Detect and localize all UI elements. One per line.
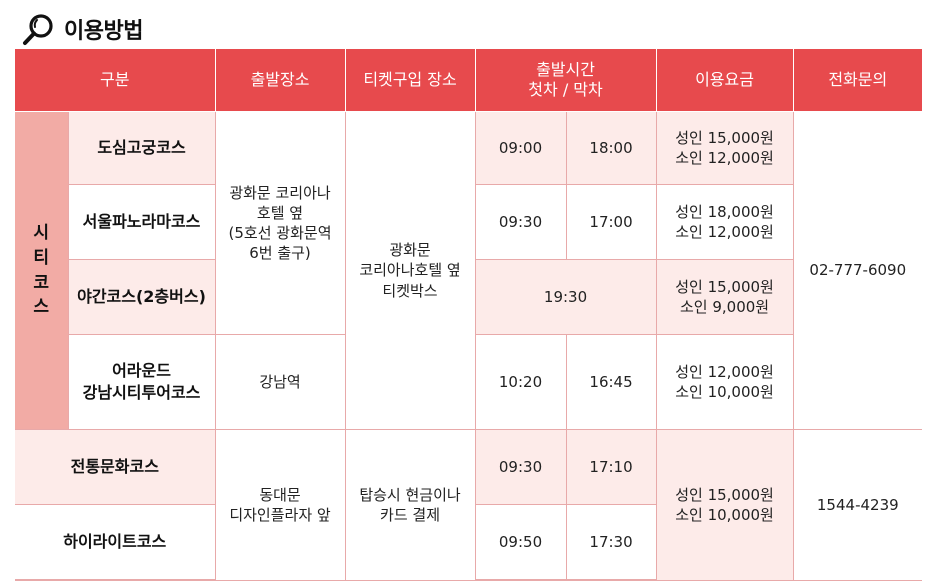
course-name: 서울파노라마코스	[67, 184, 216, 260]
header-departure-place: 출발장소	[214, 48, 346, 112]
phone-number: 1544-4239	[792, 429, 923, 581]
header-fare: 이용요금	[655, 48, 794, 112]
departure-place: 강남역	[214, 334, 346, 430]
header-phone: 전화문의	[792, 48, 923, 112]
phone-number: 02-777-6090	[792, 111, 923, 430]
course-name: 도심고궁코스	[67, 111, 216, 185]
first-departure: 09:30	[474, 429, 567, 505]
course-name: 어라운드 강남시티투어코스	[67, 334, 216, 430]
table-row: 어라운드 강남시티투어코스 강남역 10:20 16:45 성인 12,000원…	[15, 334, 922, 430]
departure-place: 광화문 코리아나 호텔 옆 (5호선 광화문역 6번 출구)	[214, 111, 346, 335]
usage-table: 구분 출발장소 티켓구입 장소 출발시간 첫차 / 막차 이용요금 전화문의 시…	[15, 48, 923, 581]
first-departure: 09:50	[474, 504, 567, 581]
ticket-place: 광화문 코리아나호텔 옆 티켓박스	[344, 111, 476, 430]
table-row: 하이라이트코스 09:50 17:30	[15, 504, 922, 581]
fare: 성인 12,000원 소인 10,000원	[655, 334, 794, 430]
table-row: 전통문화코스 동대문 디자인플라자 앞 탑승시 현금이나 카드 결제 09:30…	[15, 429, 923, 581]
last-departure: 17:10	[565, 429, 657, 505]
city-course-group-label: 시 티 코 스	[15, 111, 69, 430]
header-category: 구분	[15, 48, 216, 112]
last-departure: 16:45	[565, 334, 657, 430]
first-departure: 09:00	[474, 111, 567, 185]
header-row: 구분 출발장소 티켓구입 장소 출발시간 첫차 / 막차 이용요금 전화문의	[15, 48, 923, 112]
course-name: 하이라이트코스	[15, 504, 216, 581]
last-departure: 18:00	[565, 111, 657, 185]
header-departure-time: 출발시간 첫차 / 막차	[474, 48, 657, 112]
magnifier-icon	[23, 14, 53, 45]
last-departure: 17:00	[565, 184, 657, 260]
fare: 성인 15,000원 소인 10,000원	[655, 429, 794, 581]
page-title: 이용방법	[64, 19, 143, 44]
course-name: 전통문화코스	[15, 429, 216, 505]
header-ticket-place: 티켓구입 장소	[344, 48, 476, 112]
table-row: 서울파노라마코스 09:30 17:00 성인 18,000원 소인 12,00…	[15, 184, 922, 260]
fare: 성인 15,000원 소인 12,000원	[655, 111, 794, 185]
departure-time: 19:30	[474, 259, 657, 335]
course-name: 야간코스(2층버스)	[67, 259, 216, 335]
fare: 성인 15,000원 소인 9,000원	[655, 259, 794, 335]
ticket-place: 탑승시 현금이나 카드 결제	[344, 429, 476, 581]
table-row: 시 티 코 스 도심고궁코스 광화문 코리아나 호텔 옆 (5호선 광화문역 6…	[15, 111, 923, 430]
table-row: 야간코스(2층버스) 19:30 성인 15,000원 소인 9,000원	[15, 259, 922, 335]
first-departure: 09:30	[474, 184, 567, 260]
fare: 성인 18,000원 소인 12,000원	[655, 184, 794, 260]
last-departure: 17:30	[565, 504, 657, 581]
first-departure: 10:20	[474, 334, 567, 430]
departure-place: 동대문 디자인플라자 앞	[214, 429, 346, 581]
section-title: 이용방법	[22, 12, 143, 46]
